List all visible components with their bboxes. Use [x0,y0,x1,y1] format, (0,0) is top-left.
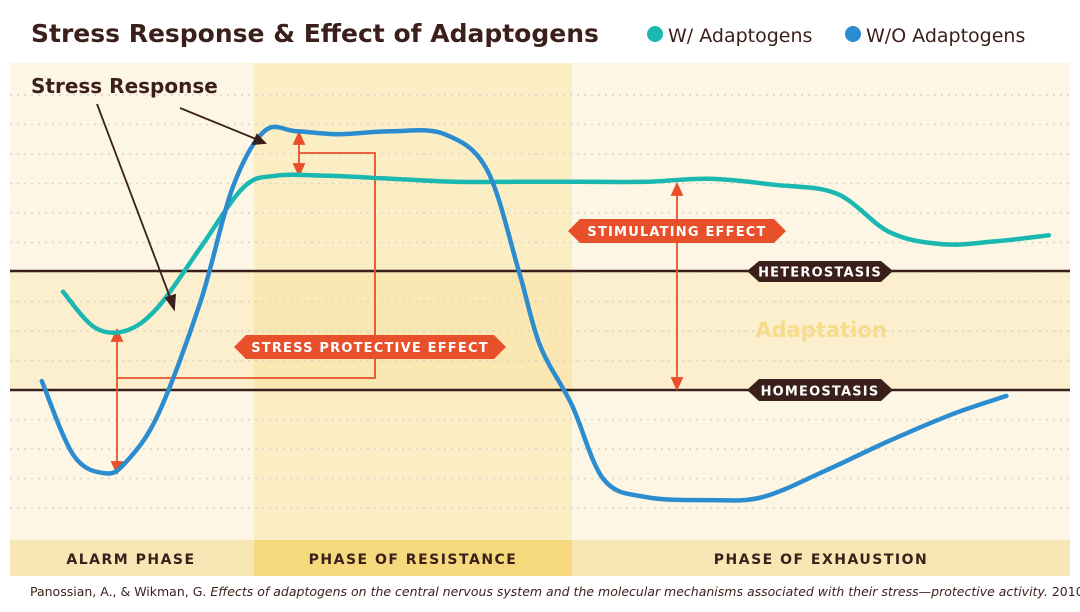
heterostasis-text: HETEROSTASIS [758,266,882,281]
resistance-arrow [292,130,306,178]
phase-bar-resistance [254,540,572,576]
phase-label-alarm: ALARM PHASE [66,552,195,568]
homeostasis-text: HOMEOSTASIS [761,385,880,400]
series-line-without-adaptogens [39,124,1009,503]
adaptation-label: Adaptation [755,318,886,342]
phase-bar-exhaustion [572,540,1070,576]
legend-item-with-adaptogens: W/ Adaptogens [647,25,812,47]
footnote-title: Effects of adaptogens on the central ner… [210,584,1048,599]
stimulating-effect-text: STIMULATING EFFECT [587,225,766,240]
stress-protective-bracket [117,152,376,379]
plot-background [10,63,1070,576]
effect-arrows [110,130,684,476]
bracket-line [117,152,376,379]
legend-swatch-without [845,26,861,42]
stress-response-label: Stress Response [31,74,218,98]
stress-protective-text: STRESS PROTECTIVE EFFECT [251,341,489,356]
adaptation-band-resistance [254,271,572,390]
chart-title: Stress Response & Effect of Adaptogens [31,19,599,48]
footnote-authors: Panossian, A., & Wikman, G. [30,584,207,599]
pointer-to-teal [96,103,176,312]
series-line-with-adaptogens [60,172,1052,336]
homeostasis-tag: HOMEOSTASIS [747,379,893,401]
footnote-year: 2010 [1051,584,1080,599]
legend-swatch-with [647,26,663,42]
legend-label-without: W/O Adaptogens [866,25,1025,47]
pointer-to-blue [179,107,268,146]
legend-item-without-adaptogens: W/O Adaptogens [845,25,1025,47]
heterostasis-tag: HETEROSTASIS [747,261,893,282]
footnote: Panossian, A., & Wikman, G. Effects of a… [30,584,1080,599]
stimulating-effect-tag: STIMULATING EFFECT [568,219,786,243]
phase-bar-alarm [10,540,254,576]
alarm-arrow [110,327,124,476]
legend: W/ Adaptogens W/O Adaptogens [647,25,1025,47]
legend-label-with: W/ Adaptogens [668,25,812,47]
phase-label-exhaustion: PHASE OF EXHAUSTION [714,552,928,568]
stress-protective-tag: STRESS PROTECTIVE EFFECT [234,335,506,359]
phase-label-resistance: PHASE OF RESISTANCE [309,552,518,568]
phase-bar: ALARM PHASE PHASE OF RESISTANCE PHASE OF… [10,540,1070,576]
stress-response-pointers [96,103,268,312]
